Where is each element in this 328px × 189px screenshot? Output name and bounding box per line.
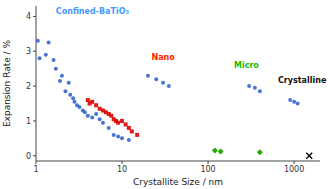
x-tick [122, 161, 123, 164]
point [63, 89, 67, 93]
point [116, 135, 120, 139]
series [36, 39, 300, 142]
point [60, 74, 64, 78]
point [292, 100, 296, 104]
point [54, 67, 58, 71]
point [127, 138, 131, 142]
point [257, 149, 263, 155]
point [83, 110, 87, 114]
point [135, 133, 139, 137]
x-tick-label: 100 [200, 165, 215, 174]
point [161, 81, 165, 85]
y-axis-line [36, 6, 37, 161]
point [120, 119, 124, 123]
point [44, 53, 48, 57]
point [94, 103, 98, 107]
x-tick [36, 161, 37, 164]
point [67, 81, 71, 85]
point [90, 115, 94, 119]
point [124, 122, 128, 126]
point [68, 93, 72, 97]
annotation: Confined-BaTiO₃ [56, 7, 130, 16]
chart: 110100100001234Crystallite Size / nmExpa… [0, 0, 328, 189]
point [109, 114, 113, 118]
point [94, 112, 98, 116]
y-tick [33, 120, 36, 121]
y-tick [33, 86, 36, 87]
point [107, 126, 111, 130]
x-tick [208, 161, 209, 164]
x-tick-label: 10 [117, 165, 127, 174]
x-axis-line [36, 161, 320, 162]
plot-area [36, 39, 312, 159]
point [38, 56, 42, 60]
point [127, 126, 131, 130]
point [212, 148, 218, 154]
x-tick-label: 1 [33, 165, 38, 174]
point [167, 84, 171, 88]
point [47, 41, 51, 45]
point [288, 98, 292, 102]
point [77, 105, 81, 109]
series [86, 98, 139, 137]
annotation: Nano [151, 53, 175, 62]
point [86, 98, 90, 102]
y-axis-label: Expansion Rate / % [2, 39, 12, 127]
point [154, 77, 158, 81]
annotation: Micro [234, 61, 259, 70]
annotation: Crystalline [278, 76, 327, 85]
point [130, 129, 134, 133]
y-tick-label: 1 [26, 117, 31, 126]
point [253, 86, 257, 90]
point [116, 121, 120, 125]
point [306, 153, 312, 159]
y-tick-label: 4 [26, 12, 31, 21]
y-tick-label: 3 [26, 47, 31, 56]
point [218, 149, 224, 155]
point [258, 89, 262, 93]
y-tick [33, 51, 36, 52]
point [90, 100, 94, 104]
x-axis-label: Crystallite Size / nm [133, 177, 223, 187]
x-tick-label: 1000 [284, 165, 304, 174]
point [101, 121, 105, 125]
series [306, 153, 312, 159]
point [112, 133, 116, 137]
point [296, 102, 300, 106]
point [52, 58, 56, 62]
point [146, 74, 150, 78]
y-tick-label: 0 [26, 152, 31, 161]
point [36, 39, 40, 43]
y-tick [33, 155, 36, 156]
point [58, 79, 62, 83]
series [212, 148, 263, 156]
point [72, 100, 76, 104]
point [98, 117, 102, 121]
y-tick-label: 2 [26, 82, 31, 91]
point [71, 96, 75, 100]
y-tick [33, 16, 36, 17]
point [247, 84, 251, 88]
point [120, 136, 124, 140]
point [86, 114, 90, 118]
x-tick [294, 161, 295, 164]
